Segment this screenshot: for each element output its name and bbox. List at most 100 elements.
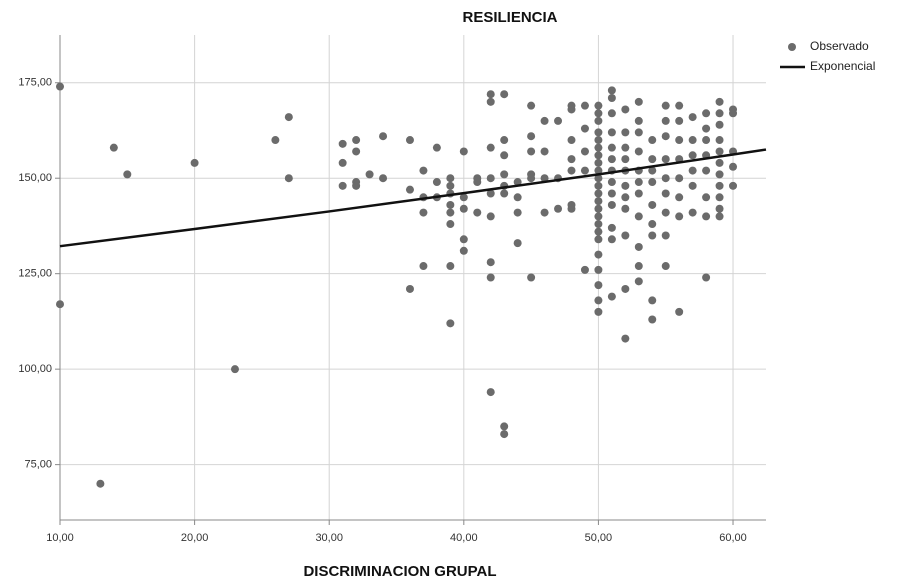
scatter-point	[459, 246, 468, 255]
scatter-point	[432, 143, 441, 152]
scatter-point	[702, 109, 711, 118]
scatter-point	[405, 136, 414, 145]
scatter-point	[661, 174, 670, 183]
scatter-point	[621, 181, 630, 190]
y-tick-label: 100,00	[18, 363, 52, 375]
y-tick-label: 150,00	[18, 172, 52, 184]
scatter-point	[661, 189, 670, 198]
x-axis-label: DISCRIMINACION GRUPAL	[303, 563, 496, 580]
fit-line	[59, 148, 767, 248]
scatter-point	[500, 189, 509, 198]
scatter-point	[554, 116, 563, 125]
x-tick-label: 60,00	[719, 532, 747, 544]
scatter-point	[486, 143, 495, 152]
scatter-point	[459, 147, 468, 156]
scatter-point	[621, 128, 630, 137]
scatter-point	[419, 166, 428, 175]
scatter-point	[379, 132, 388, 141]
scatter-point	[365, 170, 374, 179]
scatter-point	[284, 113, 293, 122]
scatter-point	[648, 178, 657, 187]
scatter-point	[634, 242, 643, 251]
scatter-point	[446, 200, 455, 209]
scatter-point	[729, 181, 738, 190]
scatter-point	[594, 212, 603, 221]
scatter-point	[702, 136, 711, 145]
scatter-point	[500, 422, 509, 431]
scatter-point	[688, 136, 697, 145]
scatter-point	[661, 132, 670, 141]
scatter-point	[621, 105, 630, 114]
scatter-point	[580, 166, 589, 175]
scatter-point	[594, 281, 603, 290]
scatter-point	[688, 151, 697, 160]
scatter-point	[594, 109, 603, 118]
scatter-point	[594, 174, 603, 183]
scatter-point	[486, 212, 495, 221]
scatter-point	[594, 101, 603, 110]
scatter-point	[500, 170, 509, 179]
scatter-point	[486, 174, 495, 183]
scatter-point	[661, 231, 670, 240]
scatter-point	[648, 296, 657, 305]
scatter-point	[607, 189, 616, 198]
scatter-point	[459, 193, 468, 202]
scatter-point	[486, 388, 495, 397]
scatter-point	[446, 262, 455, 271]
scatter-point	[594, 235, 603, 244]
scatter-point	[594, 116, 603, 125]
scatter-point	[715, 181, 724, 190]
scatter-point	[459, 235, 468, 244]
scatter-point	[96, 479, 105, 488]
scatter-point	[540, 116, 549, 125]
scatter-point	[607, 109, 616, 118]
y-tick-label: 175,00	[18, 77, 52, 89]
scatter-point	[338, 139, 347, 148]
scatter-point	[675, 307, 684, 316]
scatter-point	[352, 136, 361, 145]
scatter-point	[661, 208, 670, 217]
scatter-point	[486, 189, 495, 198]
scatter-point	[338, 158, 347, 167]
scatter-point	[446, 319, 455, 328]
scatter-point	[621, 284, 630, 293]
scatter-point	[513, 239, 522, 248]
x-tick-label: 40,00	[450, 532, 478, 544]
scatter-point	[405, 185, 414, 194]
scatter-point	[607, 223, 616, 232]
scatter-point	[284, 174, 293, 183]
scatter-point	[580, 147, 589, 156]
scatter-point	[648, 315, 657, 324]
scatter-point	[486, 90, 495, 99]
x-tick-label: 30,00	[315, 532, 343, 544]
scatter-point	[540, 208, 549, 217]
legend-label: Observado	[810, 39, 869, 53]
scatter-point	[554, 204, 563, 213]
scatter-point	[661, 155, 670, 164]
scatter-point	[715, 193, 724, 202]
scatter-point	[661, 101, 670, 110]
y-tick-label: 75,00	[24, 459, 52, 471]
scatter-point	[594, 158, 603, 167]
scatter-point	[648, 166, 657, 175]
scatter-point	[513, 208, 522, 217]
scatter-point	[715, 120, 724, 129]
scatter-point	[594, 250, 603, 259]
scatter-point	[486, 258, 495, 267]
scatter-point	[405, 284, 414, 293]
scatter-point	[459, 204, 468, 213]
scatter-point	[540, 147, 549, 156]
scatter-point	[675, 136, 684, 145]
scatter-point	[473, 208, 482, 217]
y-tick-label: 125,00	[18, 268, 52, 280]
scatter-point	[648, 136, 657, 145]
scatter-point	[607, 86, 616, 95]
scatter-point	[580, 124, 589, 133]
scatter-point	[634, 189, 643, 198]
scatter-point	[594, 296, 603, 305]
scatter-point	[594, 136, 603, 145]
legend-marker	[788, 43, 796, 51]
scatter-point	[675, 101, 684, 110]
scatter-point	[621, 334, 630, 343]
scatter-point	[648, 231, 657, 240]
